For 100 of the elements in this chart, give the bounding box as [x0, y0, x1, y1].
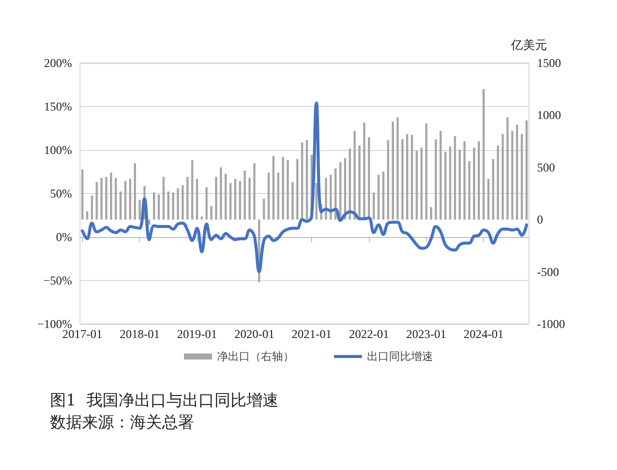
bar: [200, 216, 203, 220]
x-tick-label: 2019-01: [177, 327, 218, 341]
bar: [392, 121, 394, 220]
bar: [238, 180, 242, 220]
bar: [492, 159, 494, 220]
legend-label: 净出口（右轴）: [217, 350, 294, 363]
y2-tick-label: -1000: [537, 317, 565, 331]
y-tick-label: 200%: [44, 56, 72, 70]
bar: [196, 178, 198, 220]
x-tick-label: 2018-01: [120, 327, 160, 341]
bar: [210, 206, 212, 220]
bar: [114, 178, 117, 220]
bar: [401, 139, 404, 220]
bar: [272, 156, 275, 220]
x-tick-label: 2020-01: [234, 327, 274, 341]
source-note: 数据来源：海关总署: [50, 412, 194, 432]
bar: [410, 135, 414, 220]
bar: [248, 178, 251, 220]
bar: [315, 183, 318, 220]
y-tick-label: 150%: [44, 100, 72, 114]
bar: [440, 130, 442, 220]
bar: [430, 207, 432, 220]
bar: [377, 174, 380, 220]
bar: [296, 159, 298, 220]
y-tick-label: 0%: [56, 230, 72, 244]
x-tick-label: 2021-01: [292, 327, 332, 341]
bar: [339, 162, 342, 220]
bar: [158, 194, 160, 220]
bar: [444, 152, 446, 220]
bar: [502, 134, 504, 220]
bar: [472, 148, 476, 220]
bar: [172, 192, 174, 220]
bar: [425, 124, 428, 220]
bar: [191, 160, 194, 220]
bar: [420, 148, 423, 220]
bar: [282, 156, 284, 220]
bar: [81, 169, 84, 220]
bar: [396, 117, 399, 220]
bar: [262, 198, 265, 220]
bar: [516, 124, 518, 220]
caption: 图1 我国净出口与出口同比增速: [50, 390, 278, 410]
y2-axis-title: 亿美元: [510, 38, 547, 52]
bar: [129, 178, 132, 220]
bar: [454, 136, 456, 220]
bar: [511, 130, 514, 220]
bar: [463, 141, 466, 220]
y2-tick-label: -500: [537, 264, 559, 279]
bar: [306, 140, 308, 220]
bar: [162, 176, 165, 220]
bar: [134, 163, 136, 220]
y2-tick-label: 1500: [537, 56, 561, 70]
bar: [110, 172, 112, 220]
bar: [487, 178, 490, 220]
bar: [253, 163, 256, 220]
bar: [120, 191, 122, 220]
y2-tick-label: 0: [537, 212, 543, 227]
bar: [506, 117, 509, 220]
bar: [468, 161, 470, 220]
bar: [100, 178, 103, 220]
bar: [387, 140, 390, 220]
bar: [90, 196, 94, 220]
bar: [330, 174, 332, 220]
bar: [206, 187, 208, 220]
bar: [372, 192, 375, 220]
bar: [434, 139, 437, 220]
bar: [138, 200, 141, 220]
x-tick-label: 2022-01: [348, 327, 389, 341]
bar: [496, 145, 500, 220]
bar: [124, 180, 126, 220]
bar: [277, 172, 280, 220]
bar: [301, 142, 304, 220]
y-tick-label: 50%: [50, 186, 72, 200]
bar: [182, 185, 184, 220]
bar: [458, 150, 461, 220]
line-series: [80, 102, 528, 274]
bar: [224, 174, 227, 220]
bar: [291, 182, 294, 220]
bar: [520, 134, 523, 220]
bar: [220, 167, 222, 220]
bar: [416, 150, 418, 220]
bar: [478, 141, 480, 220]
bar: [482, 89, 485, 220]
bar: [234, 178, 236, 220]
bar: [167, 191, 170, 220]
bar: [215, 176, 218, 220]
bar: [526, 120, 528, 220]
bar: [186, 176, 189, 220]
bar: [105, 176, 108, 220]
y-tick-label: −50%: [43, 274, 72, 288]
y2-tick-label: 500: [537, 160, 555, 174]
y-tick-label: 100%: [44, 143, 72, 157]
bar: [86, 211, 88, 220]
bar: [286, 160, 289, 220]
bar: [176, 188, 179, 220]
y2-tick-label: 1000: [537, 108, 561, 122]
bar: [382, 172, 384, 220]
bar: [229, 183, 232, 220]
x-tick-label: 2024-01: [464, 327, 504, 341]
bar: [406, 134, 408, 220]
legend-label: 出口同比增速: [367, 350, 433, 363]
